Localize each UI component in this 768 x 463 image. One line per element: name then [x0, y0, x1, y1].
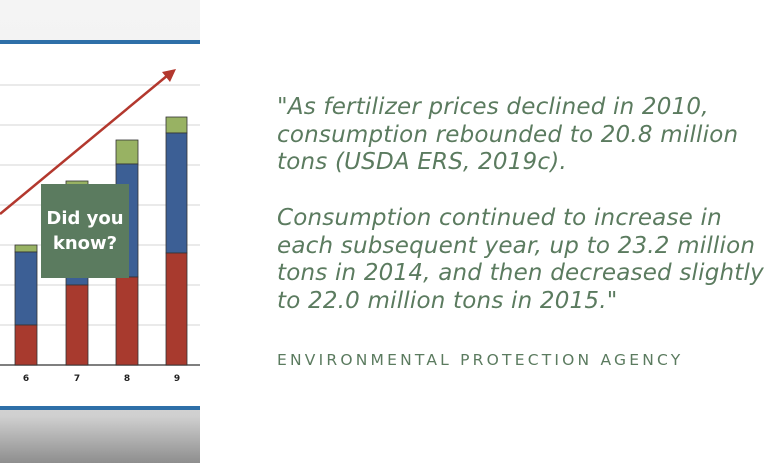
- quote-line: each subsequent year, up to 23.2 million: [277, 232, 756, 259]
- quote-paragraph-1: "As fertilizer prices declined in 2010, …: [277, 94, 738, 177]
- x-tick-label: 6: [23, 374, 29, 384]
- board-top-border: [0, 40, 200, 44]
- quote-paragraph-2: Consumption continued to increase in eac…: [277, 205, 764, 315]
- quote-line: consumption rebounded to 20.8 million: [277, 121, 739, 148]
- quote-line: to 22.0 million tons in 2015.": [277, 287, 618, 314]
- x-tick-label: 7: [74, 374, 80, 384]
- chart-illustration: 6 7 8 9 Did you know?: [0, 0, 200, 463]
- quote-line: Consumption continued to increase in: [277, 205, 722, 231]
- board-bottom-border: [0, 406, 200, 410]
- x-tick-label: 9: [174, 374, 180, 384]
- source-attribution: ENVIRONMENTAL PROTECTION AGENCY: [277, 351, 684, 369]
- x-tick-label: 8: [124, 374, 130, 384]
- bar-6: [14, 244, 38, 366]
- quote-line: "As fertilizer prices declined in 2010,: [277, 94, 709, 120]
- did-you-know-badge: Did you know?: [41, 184, 129, 278]
- bar-9: [165, 116, 188, 366]
- quote-line: tons (USDA ERS, 2019c).: [277, 149, 567, 175]
- trend-arrow-icon: [0, 69, 176, 215]
- quote-line: tons in 2014, and then decreased slightl…: [277, 260, 764, 286]
